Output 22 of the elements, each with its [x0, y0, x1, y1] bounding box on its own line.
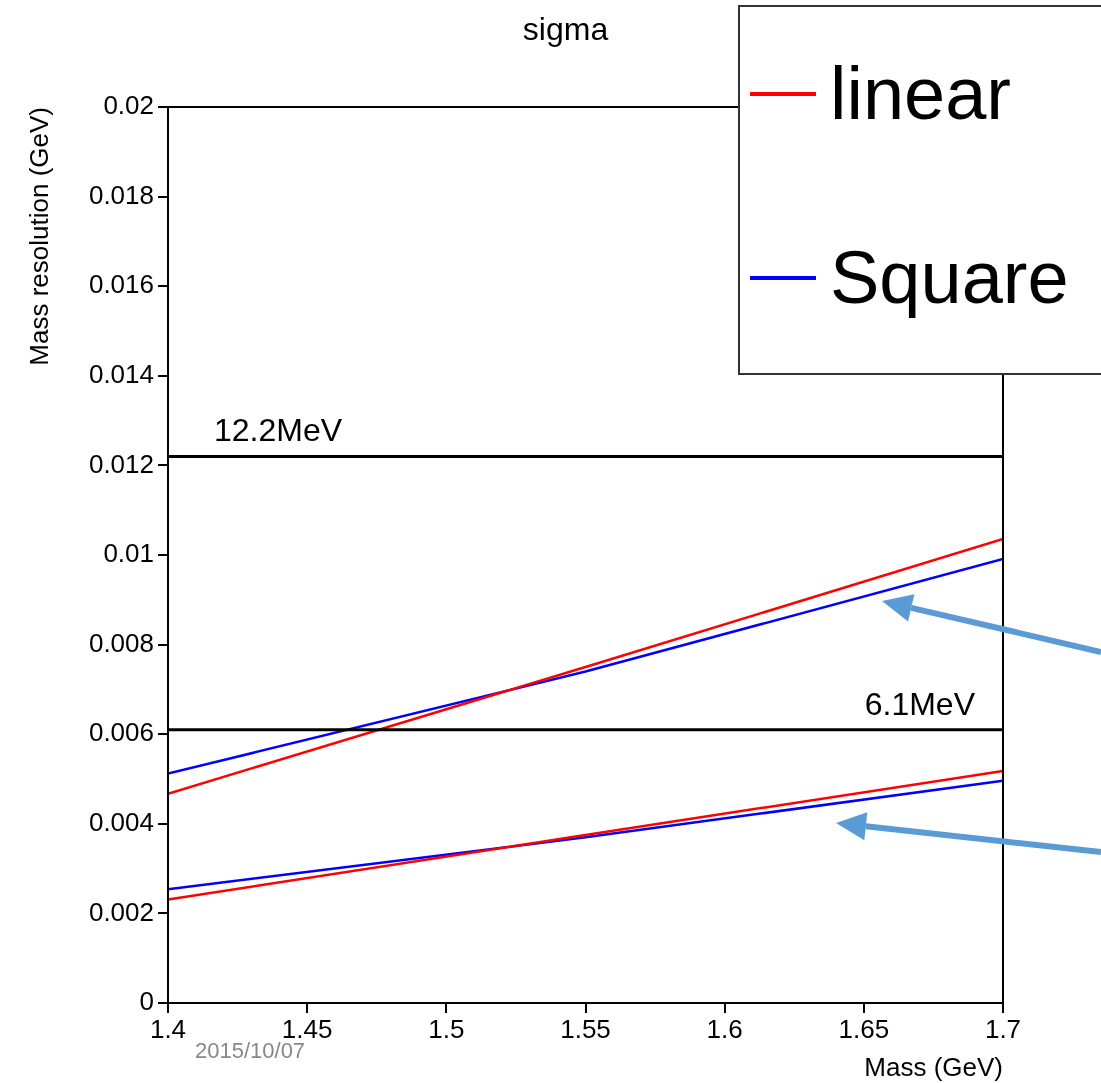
y-axis-title: Mass resolution (GeV) [24, 107, 54, 366]
y-tick-label: 0.018 [88, 179, 154, 210]
y-tick-label: 0.01 [103, 538, 154, 569]
x-tick-label: 1.5 [428, 1013, 465, 1044]
y-tick-label: 0.008 [88, 627, 154, 658]
y-tick-label: 0.012 [88, 448, 154, 479]
x-tick-label: 1.55 [560, 1013, 611, 1044]
y-tick-label: 0.016 [88, 269, 154, 300]
y-tick-label: 0.004 [88, 806, 154, 837]
y-tick-label: 0.002 [88, 896, 154, 927]
x-tick-label: 1.6 [706, 1013, 743, 1044]
legend-label: linear [830, 52, 1011, 135]
y-tick-label: 0.006 [88, 717, 154, 748]
x-tick-label: 1.7 [984, 1013, 1022, 1044]
legend-label: Square [830, 236, 1069, 319]
y-tick-label: 0.02 [103, 90, 154, 121]
x-tick-label: 1.65 [838, 1013, 890, 1044]
y-tick-label: 0.014 [88, 358, 154, 389]
ref-line-label: 6.1MeV [864, 685, 976, 722]
chart-title: sigma [522, 11, 609, 47]
ref-line-label: 12.2MeV [214, 412, 343, 449]
x-axis-title: Mass (GeV) [864, 1052, 1003, 1082]
